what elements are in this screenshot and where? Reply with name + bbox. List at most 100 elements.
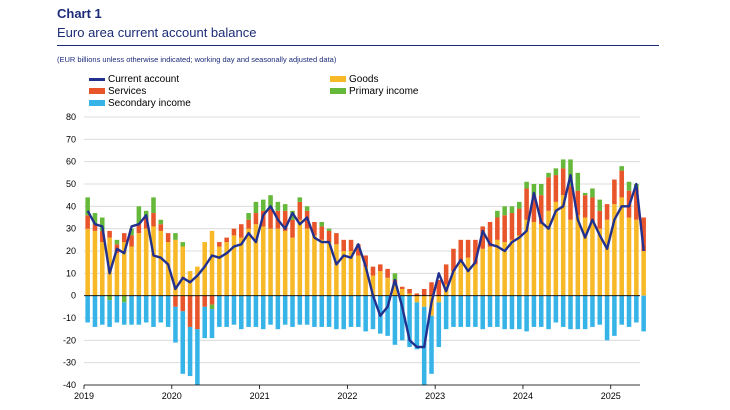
secondary-income-bar — [326, 295, 332, 327]
legend-swatch-secondary-income — [89, 100, 105, 107]
legend-swatch-primary-income — [330, 88, 346, 95]
services-bar — [385, 268, 390, 278]
services-bar — [634, 188, 639, 220]
secondary-income-bar — [597, 295, 603, 325]
primary-income-bar — [209, 304, 215, 310]
primary-income-bar — [319, 221, 325, 227]
secondary-income-bar — [85, 295, 90, 323]
services-bar — [195, 295, 200, 330]
goods-bar — [165, 242, 171, 296]
goods-bar — [517, 235, 522, 296]
goods-bar — [136, 233, 142, 296]
goods-bar — [495, 239, 500, 296]
secondary-income-bar — [246, 295, 251, 327]
services-bar — [509, 213, 515, 240]
goods-bar — [319, 239, 325, 296]
secondary-income-bar — [399, 295, 405, 341]
primary-income-bar — [173, 233, 178, 240]
y-tick-label: 50 — [66, 179, 76, 189]
secondary-income-bar — [341, 295, 346, 330]
legend-item-services: Services — [89, 86, 146, 97]
services-bar — [399, 286, 405, 289]
secondary-income-bar — [465, 295, 471, 327]
services-bar — [473, 239, 478, 265]
goods-bar — [363, 266, 368, 296]
services-bar — [363, 255, 368, 267]
goods-bar — [195, 266, 200, 296]
secondary-income-bar — [92, 295, 98, 327]
goods-bar — [524, 219, 529, 296]
services-bar — [443, 264, 449, 285]
secondary-income-bar — [546, 295, 551, 330]
secondary-income-bar — [348, 295, 354, 327]
secondary-income-bar — [407, 295, 412, 348]
goods-bar — [217, 246, 222, 296]
goods-bar — [399, 288, 405, 296]
services-bar — [495, 217, 500, 240]
primary-income-bar — [260, 199, 266, 211]
goods-bar — [458, 262, 464, 296]
goods-bar — [473, 264, 478, 296]
goods-bar — [414, 295, 420, 303]
y-tick-label: 60 — [66, 157, 76, 167]
goods-bar — [421, 295, 427, 307]
goods-bar — [334, 244, 339, 296]
secondary-income-bar — [165, 295, 171, 327]
goods-bar — [575, 215, 581, 296]
secondary-income-bar — [114, 295, 120, 323]
secondary-income-bar — [517, 295, 522, 330]
secondary-income-bar — [385, 295, 390, 336]
secondary-income-bar — [304, 295, 310, 325]
secondary-income-bar — [143, 295, 149, 323]
secondary-income-bar — [209, 309, 215, 339]
goods-bar — [348, 251, 354, 296]
primary-income-bar — [582, 192, 588, 196]
y-tick-label: 80 — [66, 112, 76, 122]
legend-label-secondary-income: Secondary income — [108, 98, 191, 109]
secondary-income-bar — [612, 295, 617, 336]
secondary-income-bar — [260, 295, 266, 330]
chart-subtitle: (EUR billions unless otherwise indicated… — [57, 55, 337, 64]
secondary-income-bar — [451, 295, 456, 327]
primary-income-bar — [326, 228, 332, 231]
secondary-income-bar — [480, 295, 485, 330]
y-tick-label: 0 — [71, 291, 76, 301]
secondary-income-bar — [443, 295, 449, 330]
goods-bar — [129, 246, 134, 296]
goods-bar — [385, 277, 390, 296]
services-bar — [604, 204, 610, 220]
secondary-income-bar — [356, 295, 361, 327]
primary-income-bar — [136, 206, 142, 225]
services-bar — [326, 230, 332, 243]
services-bar — [224, 237, 229, 243]
legend-item-current-account: Current account — [89, 74, 179, 85]
services-bar — [290, 219, 295, 238]
secondary-income-bar — [495, 295, 500, 327]
services-bar — [553, 175, 559, 202]
services-bar — [480, 226, 485, 249]
primary-income-bar — [502, 206, 507, 216]
secondary-income-bar — [641, 295, 646, 332]
primary-income-bar — [553, 168, 559, 176]
services-bar — [356, 244, 361, 256]
services-bar — [341, 239, 346, 251]
primary-income-bar — [546, 172, 551, 178]
primary-income-bar — [392, 273, 398, 281]
goods-bar — [312, 235, 317, 296]
legend-swatch-current-account — [89, 77, 105, 81]
services-bar — [531, 195, 537, 222]
services-bar — [487, 221, 493, 247]
primary-income-bar — [180, 242, 186, 247]
services-bar — [370, 266, 376, 276]
goods-bar — [612, 204, 617, 296]
goods-bar — [634, 219, 639, 296]
secondary-income-bar — [619, 295, 624, 325]
secondary-income-bar — [429, 315, 434, 374]
goods-bar — [436, 295, 442, 303]
primary-income-bar — [304, 206, 310, 211]
primary-income-bar — [597, 199, 603, 211]
goods-bar — [268, 228, 273, 296]
goods-bar — [626, 217, 632, 296]
y-tick-label: 20 — [66, 246, 76, 256]
x-tick-label: 2020 — [162, 391, 182, 401]
